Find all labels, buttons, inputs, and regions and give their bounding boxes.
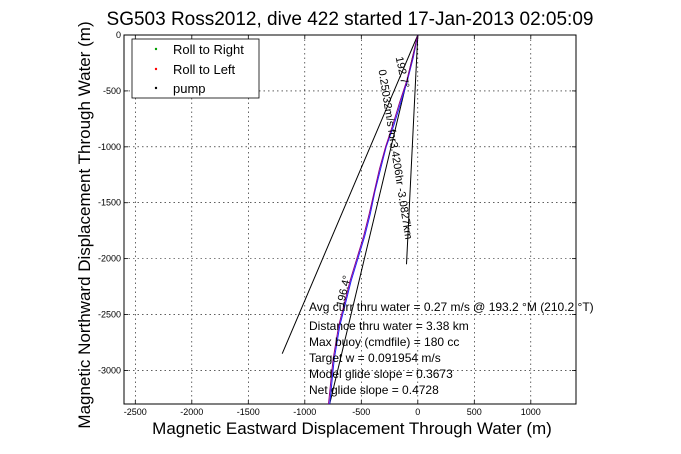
chart-title: SG503 Ross2012, dive 422 started 17-Jan-… — [107, 9, 594, 30]
legend: Roll to Right Roll to Left pump — [131, 38, 260, 99]
y-tick-label: -2500 — [98, 310, 121, 320]
legend-marker-pump — [154, 86, 158, 90]
legend-box — [131, 38, 260, 99]
y-tick-label: -2000 — [98, 254, 121, 264]
legend-label-roll-left: Roll to Left — [173, 62, 236, 77]
reference-line — [281, 34, 419, 354]
y-tick-label: 0 — [116, 30, 121, 40]
reference-line — [406, 34, 419, 265]
y-tick-label: -500 — [103, 86, 121, 96]
x-axis-label: Magnetic Eastward Displacement Through W… — [152, 419, 552, 438]
legend-marker-roll-right — [154, 47, 158, 51]
track-series-line — [329, 34, 419, 405]
legend-marker-roll-left — [154, 67, 158, 71]
axis-ticks: -2500 -2000 -1500 -1000 -500 0 500 1000 0 -500 -10… — [98, 30, 576, 417]
y-tick-label: -3000 — [98, 365, 121, 375]
y-tick-label: -1000 — [98, 142, 121, 152]
stats-block: Avg curr thru water = 0.27 m/s @ 193.2 °… — [309, 300, 594, 397]
stat-line: Distance thru water = 3.38 km — [309, 319, 469, 333]
y-axis-label: Magnetic Northward Displacement Through … — [75, 21, 94, 428]
axes-box — [123, 34, 577, 405]
track-series-line — [328, 34, 419, 405]
legend-label-pump: pump — [173, 81, 206, 96]
y-tick-label: -1500 — [98, 198, 121, 208]
x-tick-label: 500 — [467, 407, 482, 417]
stat-line: Model glide slope = 0.3673 — [309, 367, 453, 381]
x-tick-label: -2500 — [124, 407, 147, 417]
x-tick-label: -500 — [352, 407, 370, 417]
x-tick-label: 0 — [415, 407, 420, 417]
x-tick-label: -2000 — [180, 407, 203, 417]
reference-line — [329, 34, 419, 405]
stat-line: Max buoy (cmdfile) = 180 cc — [309, 335, 459, 349]
x-tick-label: -1000 — [293, 407, 316, 417]
plot-area — [123, 34, 577, 405]
stat-line: Net glide slope = 0.4728 — [309, 383, 439, 397]
legend-label-roll-right: Roll to Right — [173, 42, 244, 57]
stat-line: Avg curr thru water = 0.27 m/s @ 193.2 °… — [309, 300, 594, 314]
stat-line: Target w = 0.091954 m/s — [309, 351, 441, 365]
x-tick-label: 1000 — [521, 407, 541, 417]
x-tick-label: -1500 — [237, 407, 260, 417]
